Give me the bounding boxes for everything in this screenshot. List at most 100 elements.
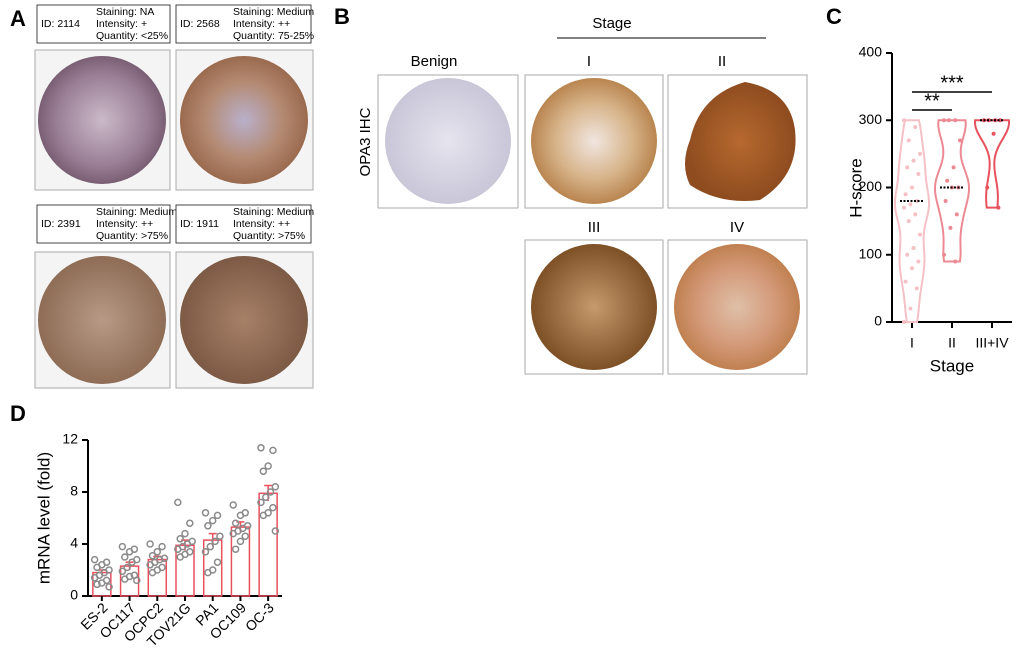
data-point bbox=[123, 563, 131, 572]
tissue-core bbox=[38, 56, 166, 184]
violin bbox=[973, 119, 1011, 209]
data-point bbox=[948, 225, 953, 230]
data-point bbox=[902, 118, 906, 123]
data-point bbox=[953, 259, 958, 264]
data-point bbox=[259, 511, 268, 520]
core-panel: ID: 2568 Staining: Medium Intensity: ++ … bbox=[175, 4, 314, 191]
panel-label: C bbox=[826, 4, 842, 29]
data-point bbox=[261, 493, 270, 501]
data-point bbox=[160, 554, 169, 563]
y-tick-label: 0 bbox=[70, 587, 78, 603]
data-point bbox=[902, 320, 906, 324]
data-point bbox=[201, 548, 210, 556]
data-point bbox=[213, 558, 222, 566]
data-point bbox=[910, 185, 914, 190]
data-point bbox=[954, 212, 959, 217]
tissue-core bbox=[385, 78, 511, 204]
bar bbox=[258, 492, 278, 597]
tissue-core bbox=[531, 244, 657, 370]
panel-label: A bbox=[10, 6, 26, 31]
data-point bbox=[90, 574, 99, 582]
data-point bbox=[906, 138, 911, 143]
y-axis-label: H-score bbox=[846, 158, 865, 218]
data-point bbox=[914, 286, 919, 291]
data-point bbox=[158, 542, 166, 551]
x-tick-label: I bbox=[910, 335, 914, 351]
data-point bbox=[118, 542, 127, 551]
data-point bbox=[271, 527, 280, 535]
info-box bbox=[175, 4, 312, 44]
data-point bbox=[266, 488, 275, 496]
data-point bbox=[257, 498, 265, 507]
core-id: ID: 2391 bbox=[41, 218, 81, 230]
core-panel: ID: 2114 Staining: NA Intensity: + Quant… bbox=[34, 4, 171, 191]
data-point bbox=[913, 124, 918, 129]
data-point bbox=[271, 483, 280, 491]
tissue-core bbox=[180, 256, 308, 384]
data-point bbox=[236, 537, 245, 546]
data-point bbox=[996, 205, 1001, 210]
data-point bbox=[269, 503, 277, 512]
y-tick-label: 400 bbox=[859, 44, 883, 60]
data-point bbox=[918, 232, 922, 237]
data-point bbox=[259, 467, 268, 475]
core-panel: ID: 2391 Staining: Medium Intensity: ++ … bbox=[34, 204, 177, 389]
data-point bbox=[913, 212, 918, 217]
bar bbox=[230, 526, 251, 597]
image-label: II bbox=[718, 53, 726, 70]
data-point bbox=[148, 568, 157, 577]
data-point bbox=[942, 252, 946, 257]
data-point bbox=[176, 535, 184, 543]
data-point bbox=[229, 529, 237, 538]
data-point bbox=[174, 498, 182, 507]
significance-label: ** bbox=[924, 90, 940, 112]
data-point bbox=[903, 279, 908, 284]
data-point bbox=[236, 511, 245, 520]
data-point bbox=[98, 579, 106, 587]
data-point bbox=[908, 202, 913, 207]
y-tick-label: 100 bbox=[859, 245, 883, 261]
data-point bbox=[903, 192, 908, 197]
data-point bbox=[118, 567, 127, 576]
data-point bbox=[121, 575, 129, 583]
data-point bbox=[93, 580, 101, 589]
data-point bbox=[176, 553, 184, 561]
data-point bbox=[910, 266, 914, 271]
violin bbox=[893, 119, 931, 323]
x-tick-label: II bbox=[948, 335, 956, 351]
data-point bbox=[257, 444, 265, 452]
data-point bbox=[945, 178, 950, 183]
tissue-core bbox=[38, 256, 166, 384]
image-label: I bbox=[587, 53, 591, 70]
core-quantity: Quantity: 75-25% bbox=[233, 30, 314, 42]
data-point bbox=[991, 131, 996, 136]
violin bbox=[933, 119, 971, 263]
core-staining: Staining: Medium bbox=[233, 6, 314, 18]
data-point bbox=[985, 185, 990, 190]
data-point bbox=[93, 563, 101, 572]
stage-title: Stage bbox=[592, 15, 631, 32]
panel-label: D bbox=[10, 401, 26, 426]
tissue-core bbox=[674, 244, 800, 370]
data-point bbox=[186, 519, 194, 527]
tissue-core bbox=[531, 78, 657, 204]
data-point bbox=[174, 545, 182, 553]
data-point bbox=[121, 553, 129, 561]
data-point bbox=[208, 516, 217, 525]
y-tick-label: 4 bbox=[70, 535, 78, 551]
y-tick-label: 300 bbox=[859, 111, 883, 127]
x-tick-label: OC-3 bbox=[242, 599, 277, 634]
core-id: ID: 1911 bbox=[180, 218, 219, 230]
y-tick-label: 200 bbox=[859, 178, 883, 194]
core-intensity: Intensity: ++ bbox=[233, 18, 290, 30]
data-point bbox=[213, 511, 222, 520]
row-label: OPA3 IHC bbox=[357, 107, 374, 176]
data-point bbox=[911, 158, 916, 163]
data-point bbox=[148, 551, 157, 560]
panel-label: B bbox=[334, 4, 350, 29]
data-point bbox=[201, 509, 210, 517]
data-point bbox=[105, 583, 113, 591]
data-point bbox=[902, 205, 906, 210]
y-tick-label: 0 bbox=[874, 313, 882, 329]
